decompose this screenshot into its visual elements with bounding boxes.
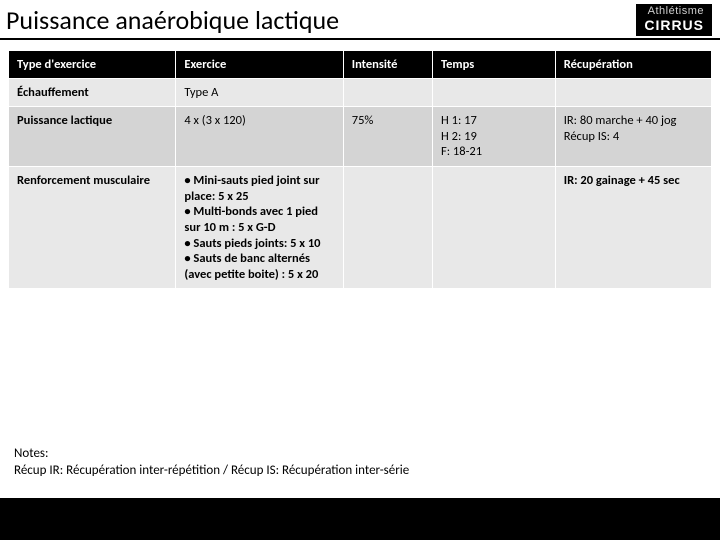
cell xyxy=(433,167,556,289)
cell: Renforcement musculaire xyxy=(9,167,176,289)
cell xyxy=(343,79,432,107)
col-header: Récupération xyxy=(555,51,711,79)
notes-body: Récup IR: Récupération inter-répétition … xyxy=(14,462,409,480)
table-row: Renforcement musculaire • Mini-sauts pie… xyxy=(9,167,712,289)
brand-logo: Athlétisme CIRRUS xyxy=(636,4,712,36)
table-row: Puissance lactique 4 x (3 x 120) 75% H 1… xyxy=(9,107,712,167)
cell xyxy=(433,79,556,107)
brand-logo-line2: CIRRUS xyxy=(644,18,704,33)
bottom-bar xyxy=(0,498,720,540)
cell: 4 x (3 x 120) xyxy=(176,107,343,167)
notes-heading: Notes: xyxy=(14,445,409,463)
cell: Type A xyxy=(176,79,343,107)
notes-block: Notes: Récup IR: Récupération inter-répé… xyxy=(14,445,409,480)
cell: Échauffement xyxy=(9,79,176,107)
cell: Puissance lactique xyxy=(9,107,176,167)
cell: H 1: 17 H 2: 19 F: 18-21 xyxy=(433,107,556,167)
cell xyxy=(343,167,432,289)
col-header: Temps xyxy=(433,51,556,79)
training-table: Type d'exercice Exercice Intensité Temps… xyxy=(8,50,712,289)
title-bar: Puissance anaérobique lactique Athlétism… xyxy=(0,0,720,40)
cell: • Mini-sauts pied joint sur place: 5 x 2… xyxy=(176,167,343,289)
table-row: Échauffement Type A xyxy=(9,79,712,107)
cell: 75% xyxy=(343,107,432,167)
slide-title: Puissance anaérobique lactique xyxy=(6,4,339,36)
cell: IR: 80 marche + 40 jog Récup IS: 4 xyxy=(555,107,711,167)
brand-logo-line1: Athlétisme xyxy=(644,6,704,18)
col-header: Type d'exercice xyxy=(9,51,176,79)
col-header: Exercice xyxy=(176,51,343,79)
table-header-row: Type d'exercice Exercice Intensité Temps… xyxy=(9,51,712,79)
cell: IR: 20 gainage + 45 sec xyxy=(555,167,711,289)
cell xyxy=(555,79,711,107)
col-header: Intensité xyxy=(343,51,432,79)
